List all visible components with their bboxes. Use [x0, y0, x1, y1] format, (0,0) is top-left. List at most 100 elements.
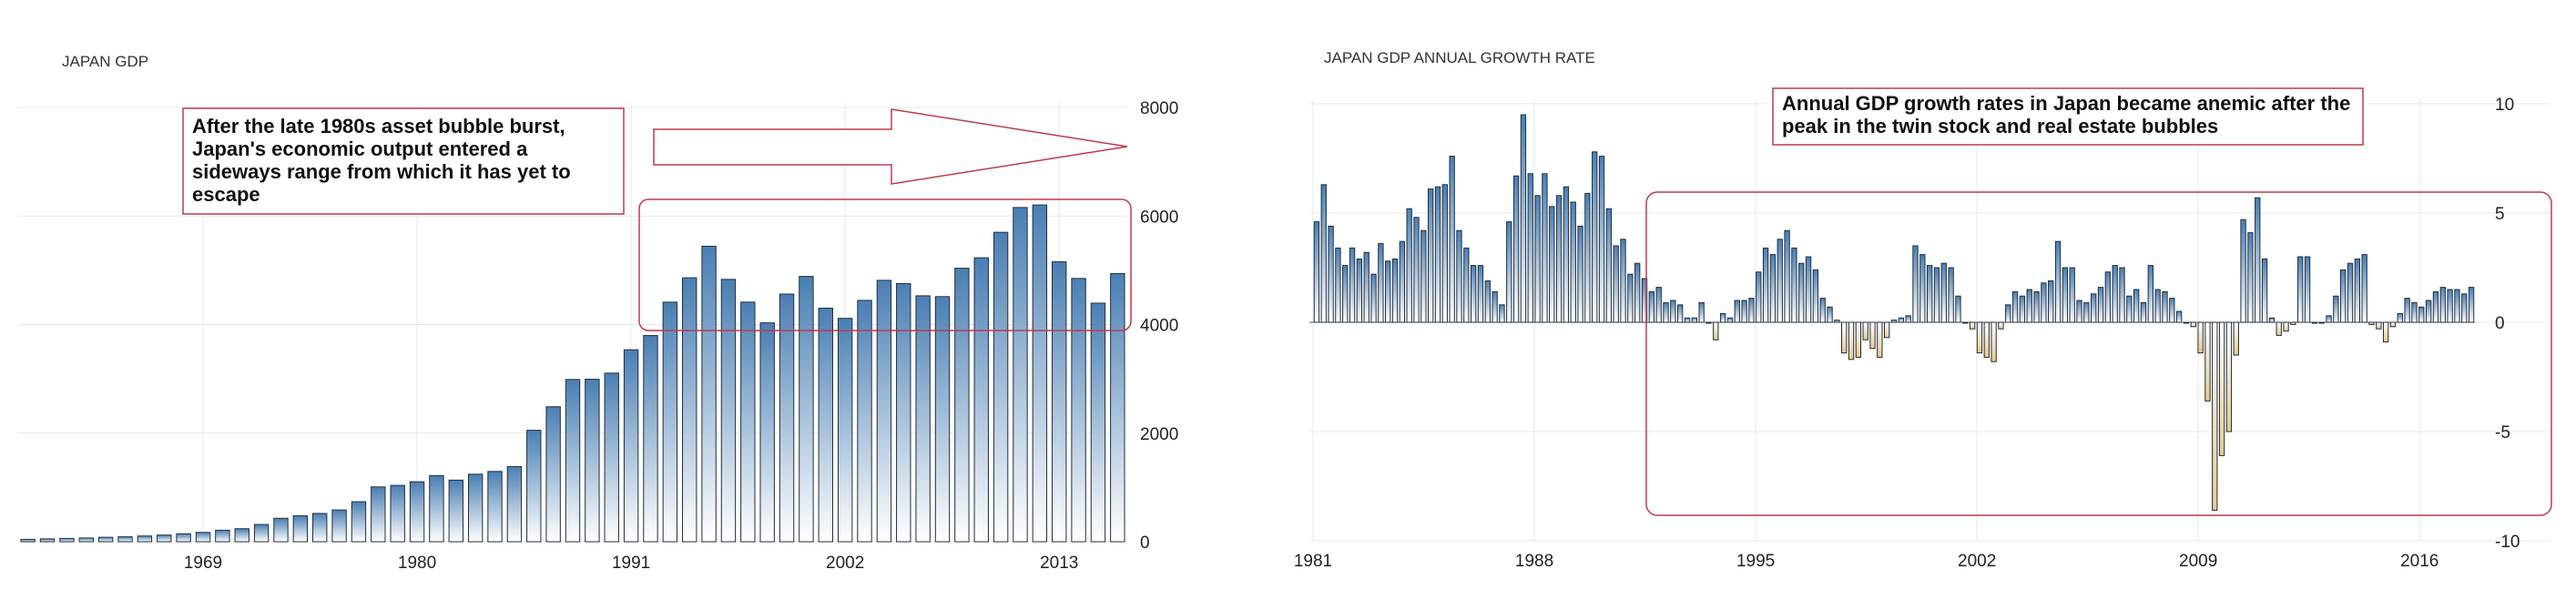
growth-bar-positive — [1477, 265, 1484, 323]
growth-bar-negative — [2218, 321, 2225, 456]
growth-x-tick-label: 2009 — [2179, 552, 2217, 571]
growth-bar-positive — [2104, 271, 2112, 323]
gdp-bar — [448, 479, 463, 543]
growth-bar-positive — [2133, 289, 2140, 323]
growth-bar-negative — [2233, 321, 2239, 356]
growth-bar-positive — [1784, 229, 1790, 323]
growth-bar-positive — [1762, 247, 1769, 323]
growth-bar-positive — [2019, 295, 2026, 323]
growth-bar-positive — [1428, 188, 1434, 323]
gdp-bar — [487, 471, 503, 543]
gdp-annotation: After the late 1980s asset bubble burst,… — [182, 107, 1132, 331]
growth-bar-negative — [2376, 321, 2382, 330]
growth-bar-positive — [1470, 265, 1477, 323]
gdp-bar — [215, 529, 230, 543]
growth-bar-positive — [1805, 256, 1812, 323]
growth-bar-positive — [1912, 245, 1919, 323]
growth-bar-negative — [2197, 321, 2204, 354]
growth-bars — [1313, 114, 2475, 511]
growth-annotation-text: Annual GDP growth rates in Japan became … — [1782, 92, 2350, 137]
growth-bar-positive — [2069, 267, 2075, 323]
growth-bar-positive — [2326, 315, 2332, 323]
growth-bar-positive — [1406, 208, 1412, 323]
gdp-bar — [526, 430, 542, 543]
growth-bar-positive — [1698, 301, 1705, 323]
growth-bar-positive — [1335, 247, 1341, 323]
growth-bar-positive — [1648, 290, 1655, 323]
gdp-bar — [934, 296, 951, 543]
growth-bar-negative — [1877, 321, 1883, 358]
gdp-bar — [20, 538, 36, 543]
growth-bar-positive — [1726, 317, 1734, 323]
gdp-bar — [954, 268, 970, 543]
growth-bar-positive — [2425, 300, 2432, 323]
growth-bar-positive — [2361, 254, 2367, 323]
growth-bar-positive — [2048, 280, 2054, 323]
growth-bar-positive — [1798, 262, 1805, 323]
growth-bar-positive — [2411, 301, 2418, 323]
gdp-bar — [253, 524, 270, 543]
growth-bar-positive — [1827, 306, 1833, 323]
growth-bar-positive — [2169, 298, 2175, 323]
growth-y-tick-label: -5 — [2495, 423, 2510, 442]
growth-bar-positive — [2026, 289, 2032, 323]
gdp-bar — [371, 486, 386, 543]
gdp-bar — [467, 473, 484, 543]
gdp-bar — [273, 517, 289, 543]
growth-bar-positive — [2418, 306, 2425, 323]
gdp-bar — [973, 257, 989, 543]
growth-bar-positive — [1627, 273, 1634, 323]
growth-bar-positive — [1391, 258, 1399, 323]
growth-bar-positive — [2268, 317, 2276, 323]
growth-bar-positive — [1734, 300, 1740, 323]
growth-y-tick-label: -10 — [2495, 533, 2520, 552]
growth-bar-positive — [1705, 321, 1712, 324]
growth-y-tick-label: 0 — [2495, 314, 2505, 333]
growth-bar-positive — [2083, 301, 2090, 323]
gdp-bar — [1052, 261, 1067, 543]
growth-bar-positive — [1484, 280, 1491, 323]
growth-bar-positive — [2461, 293, 2468, 323]
growth-bar-positive — [2354, 258, 2360, 323]
gdp-bar — [896, 282, 911, 543]
gdp-bar — [720, 279, 737, 543]
growth-bar-positive — [2447, 289, 2453, 323]
growth-bar-positive — [1676, 304, 1684, 323]
gdp-bar — [312, 513, 328, 543]
growth-bar-positive — [1598, 156, 1605, 323]
gdp-bar — [818, 307, 833, 543]
gdp-bar — [1090, 302, 1106, 543]
growth-bar-positive — [1634, 262, 1641, 323]
gdp-bar — [1013, 207, 1028, 543]
gdp-bar — [876, 280, 892, 543]
growth-bar-positive — [1463, 247, 1470, 323]
growth-bar-positive — [1684, 317, 1691, 323]
growth-bar-positive — [2091, 293, 2097, 323]
growth-bar-positive — [2062, 267, 2069, 323]
growth-bar-positive — [1549, 206, 1555, 323]
growth-bar-negative — [1969, 321, 1976, 330]
growth-bar-negative — [1869, 321, 1876, 350]
growth-bar-positive — [2112, 265, 2118, 323]
growth-bar-positive — [1363, 251, 1369, 323]
gdp-x-tick-label: 2002 — [826, 554, 864, 573]
gdp-bar — [585, 379, 600, 543]
growth-bar-positive — [1555, 195, 1563, 323]
growth-bar-negative — [2382, 321, 2389, 343]
gdp-bar — [1032, 204, 1048, 543]
gdp-bar — [915, 295, 931, 543]
growth-bar-negative — [1713, 321, 1719, 341]
growth-bar-negative — [2368, 321, 2375, 325]
growth-bar-negative — [2225, 321, 2233, 432]
japan-growth-chart: JAPAN GDP ANNUAL GROWTH RATE 1981 1988 199… — [1294, 49, 2552, 571]
growth-bar-positive — [2140, 301, 2147, 323]
gdp-x-tick-label: 2013 — [1040, 554, 1078, 573]
growth-bar-positive — [2333, 295, 2339, 323]
gdp-bar — [759, 322, 775, 543]
growth-x-tick-label: 1981 — [1294, 552, 1332, 571]
gdp-bar — [331, 509, 347, 543]
gdp-bar — [740, 301, 756, 543]
growth-bar-negative — [2290, 321, 2296, 325]
growth-highlight-box — [1645, 191, 2552, 516]
growth-bar-negative — [2190, 321, 2196, 328]
